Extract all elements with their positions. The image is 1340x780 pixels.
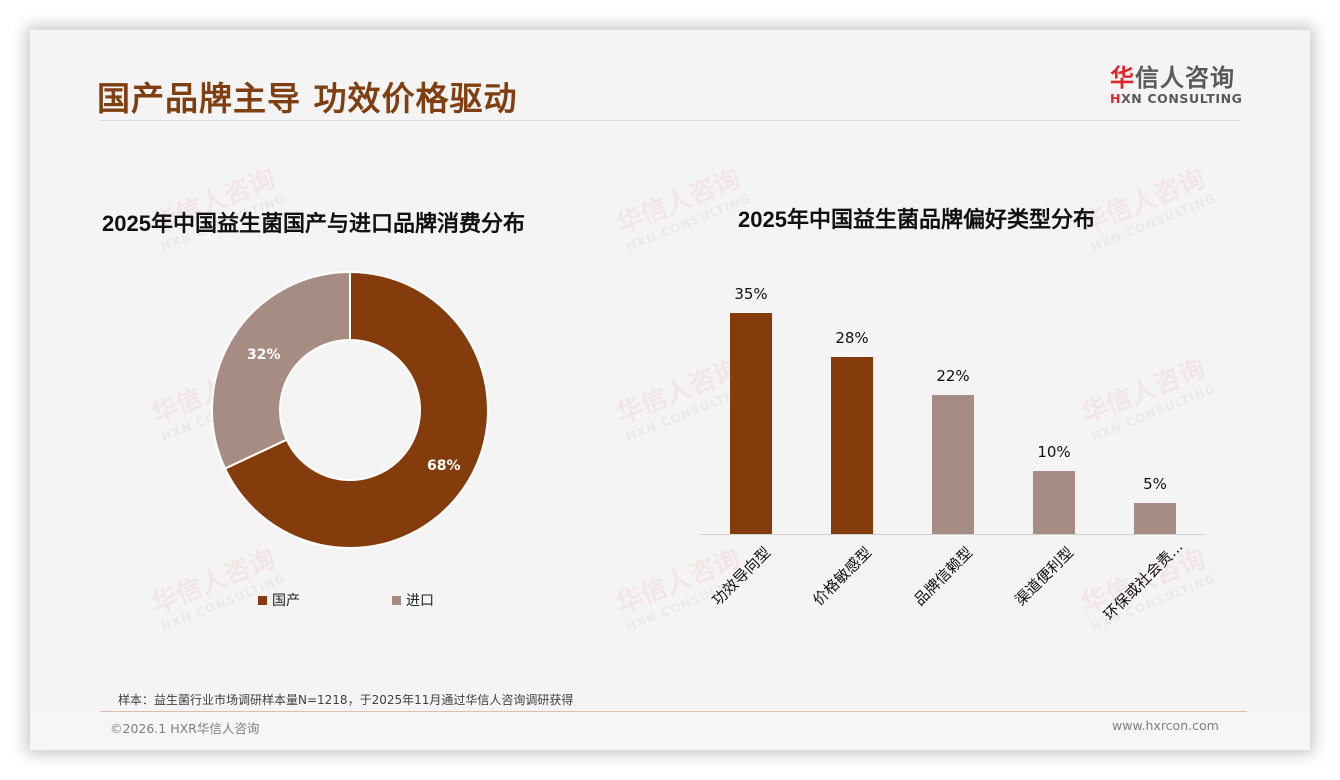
bar-2 bbox=[831, 357, 873, 534]
footer-band bbox=[30, 712, 1310, 750]
page-title: 国产品牌主导 功效价格驱动 bbox=[97, 79, 518, 118]
x-label-2: 价格敏感型 bbox=[809, 543, 876, 610]
legend-item-domestic: 国产 bbox=[258, 590, 300, 610]
donut-chart: 68% 32% bbox=[210, 270, 490, 550]
donut-label-domestic: 68% bbox=[427, 458, 461, 474]
x-axis-line bbox=[700, 534, 1205, 535]
donut-chart-title: 2025年中国益生菌国产与进口品牌消费分布 bbox=[102, 211, 525, 236]
legend-swatch-domestic bbox=[258, 595, 267, 605]
website-link[interactable]: www.hxrcon.com bbox=[1112, 718, 1219, 733]
sample-note: 样本：益生菌行业市场调研样本量N=1218，于2025年11月通过华信人咨询调研… bbox=[118, 693, 574, 707]
bar-5 bbox=[1134, 503, 1176, 534]
logo-text-cn: 华信人咨询 bbox=[1110, 64, 1235, 92]
logo-text-en: HXN CONSULTING bbox=[1110, 91, 1243, 106]
donut-slice-domestic bbox=[223, 270, 489, 549]
slide: 华信人咨询 HXN CONSULTING 华信人咨询 HXN CONSULTING … bbox=[30, 30, 1310, 750]
bar-value-3: 22% bbox=[936, 367, 970, 385]
donut-slice-import bbox=[211, 270, 351, 470]
bar-value-4: 10% bbox=[1037, 443, 1071, 461]
bar-chart-title: 2025年中国益生菌品牌偏好类型分布 bbox=[738, 207, 1095, 232]
bar-4 bbox=[1033, 471, 1075, 534]
bar-value-5: 5% bbox=[1143, 475, 1167, 493]
company-logo: 华信人咨询 HXN CONSULTING bbox=[1110, 64, 1242, 106]
donut-label-import: 32% bbox=[247, 347, 281, 363]
bar-3 bbox=[932, 395, 974, 534]
bar-1 bbox=[730, 313, 772, 534]
x-label-4: 渠道便利型 bbox=[1011, 543, 1078, 610]
bar-value-2: 28% bbox=[835, 329, 869, 347]
legend-label-domestic: 国产 bbox=[272, 593, 300, 609]
bar-value-1: 35% bbox=[734, 285, 768, 303]
x-label-3: 品牌信赖型 bbox=[910, 543, 977, 610]
legend-swatch-import bbox=[392, 595, 401, 605]
x-label-1: 功效导向型 bbox=[708, 543, 775, 610]
footer-divider bbox=[100, 711, 1247, 712]
legend-item-import: 进口 bbox=[392, 590, 434, 610]
donut-svg bbox=[211, 270, 489, 549]
header-divider bbox=[100, 120, 1240, 121]
copyright-text: ©2026.1 HXR华信人咨询 bbox=[110, 721, 260, 736]
x-label-5: 环保或社会责... bbox=[1099, 537, 1187, 624]
legend-label-import: 进口 bbox=[406, 593, 434, 609]
